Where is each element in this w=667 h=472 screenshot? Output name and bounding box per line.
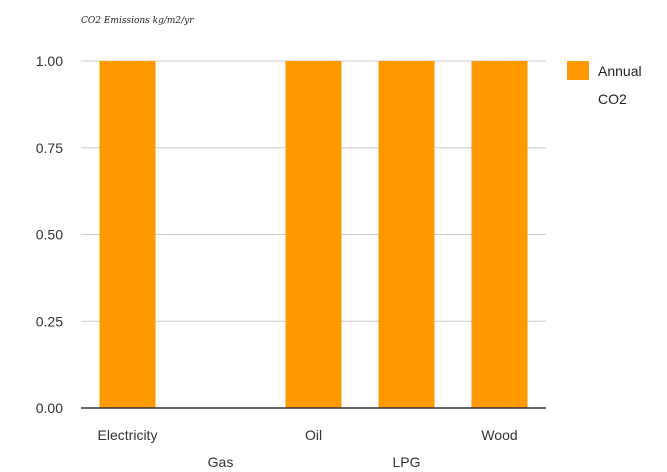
x-tick-label-gas: Gas [208, 454, 234, 470]
legend-swatch [567, 61, 589, 80]
x-tick-label-oil: Oil [305, 427, 322, 443]
y-tick-label: 0.25 [36, 313, 63, 329]
legend-label-line-2: CO2 [598, 91, 627, 107]
y-tick-label: 0.00 [36, 400, 63, 416]
y-axis-ticks: 0.00 0.25 0.50 0.75 1.00 [36, 53, 63, 416]
x-tick-label-wood: Wood [481, 427, 517, 443]
legend: Annual CO2 [567, 61, 642, 107]
x-tick-label-electricity: Electricity [98, 427, 158, 443]
bars [99, 61, 528, 408]
bar-oil [285, 61, 342, 408]
legend-label-line-1: Annual [598, 63, 642, 79]
y-tick-label: 0.75 [36, 140, 63, 156]
bar-electricity [99, 61, 156, 408]
y-tick-label: 0.50 [36, 227, 63, 243]
chart-title: CO2 Emissions kg/m2/yr [81, 16, 194, 26]
x-axis-ticks: Electricity Gas Oil LPG Wood [98, 427, 518, 470]
y-tick-label: 1.00 [36, 53, 63, 69]
bar-wood [471, 61, 528, 408]
bar-lpg [378, 61, 435, 408]
x-tick-label-lpg: LPG [392, 454, 420, 470]
